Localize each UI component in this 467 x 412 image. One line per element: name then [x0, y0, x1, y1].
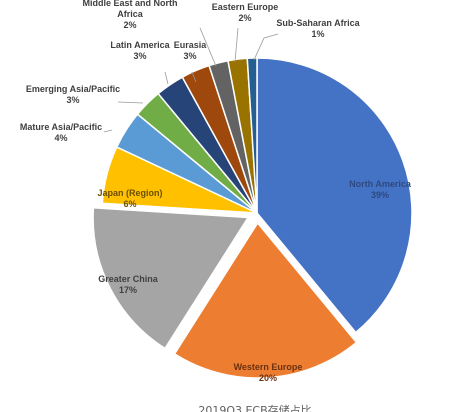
leader-line — [199, 27, 217, 67]
leader-line — [234, 27, 239, 63]
label-western-europe: Western Europe 20% — [234, 362, 303, 383]
label-sub-saharan-africa: Sub-Saharan Africa 1% — [276, 18, 360, 39]
label-emerging-asia-pacific: Emerging Asia/Pacific 3% — [26, 84, 120, 105]
leader-line — [117, 101, 144, 104]
label-north-america: North America 39% — [349, 179, 412, 200]
leader-line — [253, 33, 279, 61]
slice-western-europe — [173, 221, 358, 379]
slice-north-america — [256, 57, 413, 334]
label-eurasia: Eurasia 3% — [174, 40, 208, 61]
label-greater-china: Greater China 17% — [98, 274, 159, 295]
pie-slices — [92, 57, 413, 379]
label-latin-america: Latin America 3% — [110, 40, 170, 61]
label-japan-region: Japan (Region) 6% — [97, 188, 162, 209]
leader-line — [103, 129, 113, 133]
leader-line — [164, 71, 169, 85]
chart-title: 2019Q3 ECB存储占比 — [198, 403, 311, 412]
slice-greater-china — [92, 207, 250, 350]
label-middle-east-and-north-africa: Middle East and North Africa 2% — [82, 0, 177, 30]
label-eastern-europe: Eastern Europe 2% — [212, 2, 279, 23]
leader-line — [191, 71, 197, 83]
label-mature-asia-pacific: Mature Asia/Pacific 4% — [20, 122, 102, 143]
slice-sub-saharan-africa — [246, 57, 258, 214]
slice-labels: North America 39% Western Europe 20% Greater… — [20, 0, 412, 383]
leader-lines — [103, 27, 279, 133]
